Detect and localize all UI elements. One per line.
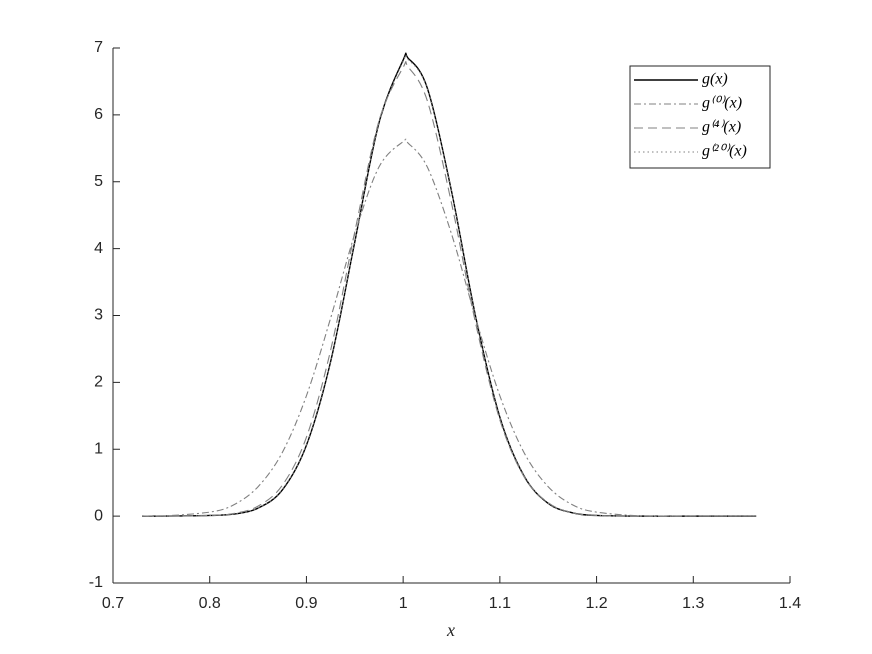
x-tick-label: 1.1 [489, 595, 511, 612]
y-tick-label: 3 [94, 307, 103, 324]
y-tick-label: -1 [89, 574, 103, 591]
line-series [142, 52, 757, 517]
y-tick-label: 5 [94, 173, 103, 190]
y-tick-label: 4 [94, 240, 103, 257]
line-series [142, 138, 757, 517]
y-tick-label: 6 [94, 106, 103, 123]
y-tick-label: 1 [94, 440, 103, 457]
legend-label: g⁽²⁰⁾(x) [702, 143, 747, 160]
x-tick-label: 0.8 [199, 595, 221, 612]
x-tick-label: 1.3 [682, 595, 704, 612]
x-tick-label: 1.4 [779, 595, 801, 612]
line-series [142, 54, 757, 517]
legend-label: g⁽⁰⁾(x) [702, 95, 742, 112]
x-tick-label: 1 [399, 595, 408, 612]
x-axis-label: x [446, 620, 455, 640]
legend-box [629, 65, 771, 169]
x-tick-label: 0.7 [102, 595, 124, 612]
x-tick-label: 1.2 [585, 595, 607, 612]
legend-label: g⁽⁴⁾(x) [702, 119, 741, 136]
line-series [142, 61, 757, 517]
legend-label: g(x) [702, 71, 728, 88]
y-tick-label: 2 [94, 374, 103, 391]
x-tick-label: 0.9 [295, 595, 317, 612]
y-tick-label: 7 [94, 39, 103, 56]
y-tick-label: 0 [94, 507, 103, 524]
legend: g(x) g⁽⁰⁾(x) g⁽⁴⁾(x) g⁽²⁰⁾(x) [629, 65, 771, 169]
